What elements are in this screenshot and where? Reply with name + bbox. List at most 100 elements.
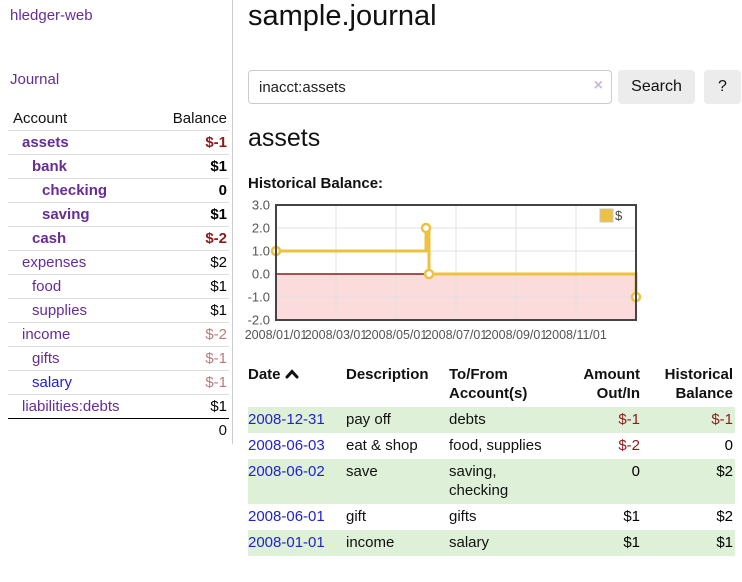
- account-cell: checking: [8, 179, 155, 203]
- table-row: 2008-06-02 save saving, checking 0 $2: [248, 459, 735, 504]
- account-link[interactable]: cash: [32, 230, 67, 247]
- account-cell: cash: [8, 227, 155, 251]
- data-point-marker[interactable]: [423, 268, 435, 280]
- accounts-total-value: 0: [218, 422, 227, 439]
- accounts-table: Account Balance assets $-1 bank $1 checking 0…: [8, 106, 229, 442]
- x-axis-tick-label: 2008/05/01: [365, 328, 428, 342]
- transaction-balance: $2: [716, 463, 733, 480]
- account-link[interactable]: income: [22, 326, 71, 343]
- transaction-date-cell: 2008-01-01: [248, 530, 346, 556]
- clear-search-icon[interactable]: ×: [593, 77, 603, 94]
- account-row: supplies $1: [8, 298, 229, 323]
- sort-asc-icon: [285, 365, 299, 384]
- transaction-date-link[interactable]: 2008-06-02: [248, 463, 325, 480]
- account-link[interactable]: assets: [22, 134, 69, 151]
- transaction-amount: $-2: [618, 437, 640, 454]
- transaction-description: pay off: [346, 411, 391, 428]
- account-cell: supplies: [8, 299, 155, 323]
- account-cell: liabilities:debts: [8, 395, 155, 419]
- transaction-description: save: [346, 463, 378, 480]
- account-row: saving $1: [8, 202, 229, 227]
- transaction-date-link[interactable]: 2008-01-01: [248, 534, 325, 551]
- column-header[interactable]: To/From Account(s): [449, 366, 528, 402]
- account-balance: $1: [210, 158, 227, 175]
- account-cell: assets: [8, 131, 155, 155]
- transaction-date-cell: 2008-06-02: [248, 459, 346, 504]
- y-axis-tick-label: 1.0: [252, 244, 270, 259]
- x-axis-tick-label: 2008/09/01: [485, 328, 548, 342]
- account-row: cash $-2: [8, 226, 229, 251]
- account-link[interactable]: liabilities:debts: [22, 398, 120, 415]
- transaction-balance: $1: [716, 534, 733, 551]
- transaction-date-link[interactable]: 2008-06-03: [248, 437, 325, 454]
- account-link[interactable]: saving: [42, 206, 90, 223]
- account-balance: $-2: [205, 326, 227, 343]
- register-header-row: Date Description To/From Account(s) Amount Ou…: [248, 362, 735, 407]
- account-cell: food: [8, 275, 155, 299]
- search-button[interactable]: Search: [618, 70, 695, 104]
- account-row: expenses $2: [8, 250, 229, 275]
- account-balance: $1: [210, 206, 227, 223]
- balance-column-header: Balance: [172, 110, 227, 127]
- historical-balance-chart: $3.0 2.0 1.0 0.0 -1.0 -2.0 2008/01/01 2008/03/0…: [240, 198, 740, 352]
- account-link[interactable]: gifts: [32, 350, 60, 367]
- x-axis-tick-label: 2008/01/01: [245, 328, 308, 342]
- account-link[interactable]: expenses: [22, 254, 87, 271]
- transaction-date-link[interactable]: 2008-06-01: [248, 508, 325, 525]
- table-row: 2008-12-31 pay off debts $-1 $-1: [248, 407, 735, 433]
- account-balance: $1: [210, 302, 227, 319]
- search-input[interactable]: [248, 70, 612, 104]
- accounts-total-spacer: [8, 419, 155, 443]
- transaction-balance: $-1: [711, 411, 733, 428]
- main-content: sample.journal × Search ? assets Histori…: [245, 0, 742, 582]
- account-row: liabilities:debts $1: [8, 394, 229, 419]
- column-header[interactable]: Amount Out/In: [583, 366, 640, 402]
- column-header[interactable]: Historical Balance: [664, 366, 733, 402]
- transaction-amount: $1: [623, 508, 640, 525]
- transaction-accounts: debts: [449, 411, 486, 428]
- plot-border: [275, 204, 637, 321]
- transaction-date-link[interactable]: 2008-12-31: [248, 411, 325, 428]
- transaction-amount: $1: [623, 534, 640, 551]
- column-header[interactable]: Date: [248, 362, 346, 407]
- transaction-description: gift: [346, 508, 367, 525]
- sidebar: hledger-web Journal Account Balance asse…: [0, 0, 233, 444]
- column-header[interactable]: Description: [346, 366, 429, 383]
- account-link[interactable]: bank: [32, 158, 68, 175]
- transaction-date-cell: 2008-06-01: [248, 504, 346, 530]
- page-title: sample.journal: [248, 0, 437, 32]
- balance-chart[interactable]: $3.0 2.0 1.0 0.0 -1.0 -2.02008/01/012008/03/0…: [240, 198, 740, 348]
- account-cell: expenses: [8, 251, 155, 275]
- transaction-description: income: [346, 534, 395, 551]
- sidebar-item-journal[interactable]: Journal: [10, 71, 60, 88]
- account-cell: bank: [8, 155, 155, 179]
- account-cell: gifts: [8, 347, 155, 371]
- account-balance: $-1: [205, 374, 227, 391]
- account-link[interactable]: food: [32, 278, 62, 295]
- account-link[interactable]: checking: [42, 182, 108, 199]
- accounts-table-header: Account Balance: [8, 106, 229, 131]
- y-axis-tick-label: -1.0: [248, 290, 270, 305]
- account-column-header: Account: [13, 110, 68, 127]
- y-axis-tick-label: 3.0: [252, 198, 270, 213]
- account-cell: saving: [8, 203, 155, 227]
- chart-title: Historical Balance:: [248, 175, 384, 192]
- account-link[interactable]: supplies: [32, 302, 88, 319]
- account-row: checking 0: [8, 178, 229, 203]
- transaction-balance: 0: [724, 437, 733, 454]
- account-balance: $1: [210, 398, 227, 415]
- account-balance: $2: [210, 254, 227, 271]
- data-point-marker[interactable]: [420, 222, 432, 234]
- account-balance: 0: [218, 182, 227, 199]
- y-axis-tick-label: 0.0: [252, 267, 270, 282]
- account-link[interactable]: salary: [32, 374, 73, 391]
- table-row: 2008-06-03 eat & shop food, supplies $-2 0: [248, 433, 735, 459]
- chart-legend: $: [615, 208, 623, 223]
- help-button[interactable]: ?: [704, 70, 741, 104]
- account-row: gifts $-1: [8, 346, 229, 371]
- account-balance: $-1: [205, 350, 227, 367]
- transaction-balance: $2: [716, 508, 733, 525]
- account-cell: income: [8, 323, 155, 347]
- account-balance: $-2: [205, 230, 227, 247]
- app-brand-link[interactable]: hledger-web: [10, 7, 93, 24]
